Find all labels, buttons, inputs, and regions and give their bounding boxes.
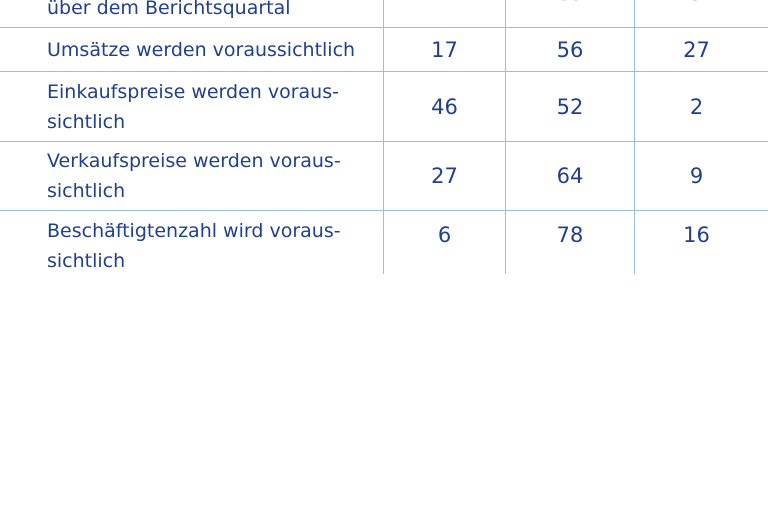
value-cell: 16	[635, 211, 758, 274]
table-row: Einkaufspreise werden voraus- sichtlich …	[0, 72, 768, 142]
value-cell: 63	[506, 0, 635, 27]
value-cell: 5	[635, 0, 758, 27]
value-cell: 27	[635, 28, 758, 71]
value-cell: 46	[384, 72, 506, 141]
table-row: Beschäftigtenzahl wird voraus- sichtlich…	[0, 211, 768, 274]
value-text: 46	[431, 94, 458, 119]
value-cell: 9	[635, 142, 758, 210]
value-cell: 52	[506, 72, 635, 141]
value-text: 78	[556, 223, 584, 247]
table-row: Umsätze werden voraussichtlich 17 56 27	[0, 28, 768, 72]
value-text: 2	[689, 94, 704, 119]
value-text: 63	[557, 0, 584, 5]
value-text: 52	[556, 94, 584, 119]
value-cell: 78	[506, 211, 635, 274]
table-row: Verkaufspreise werden voraus- sichtlich …	[0, 142, 768, 211]
value-text: 56	[556, 37, 584, 62]
value-cell: 64	[506, 142, 635, 210]
value-text: 5	[690, 0, 703, 5]
value-text: 42	[431, 0, 458, 5]
value-cell: 27	[384, 142, 506, 210]
value-text: 27	[683, 37, 710, 62]
value-cell: 6	[384, 211, 506, 274]
row-label: über dem Berichtsquartal	[0, 0, 384, 27]
row-label: Beschäftigtenzahl wird voraus- sichtlich	[0, 211, 384, 274]
value-text: 27	[431, 164, 458, 188]
table-row: über dem Berichtsquartal 42 63 5	[0, 0, 768, 28]
row-label: Umsätze werden voraussichtlich	[0, 28, 384, 71]
value-text: 17	[431, 37, 458, 62]
value-cell: 2	[635, 72, 758, 141]
value-cell: 17	[384, 28, 506, 71]
value-text: 64	[556, 164, 584, 188]
value-text: 16	[683, 223, 710, 247]
value-text: 6	[437, 223, 452, 247]
row-label: Einkaufspreise werden voraus- sichtlich	[0, 72, 384, 141]
row-label: Verkaufspreise werden voraus- sichtlich	[0, 142, 384, 210]
value-cell: 42	[384, 0, 506, 27]
forecast-table: über dem Berichtsquartal 42 63 5 Umsätze…	[0, 0, 768, 274]
value-cell: 56	[506, 28, 635, 71]
value-text: 9	[689, 164, 704, 188]
